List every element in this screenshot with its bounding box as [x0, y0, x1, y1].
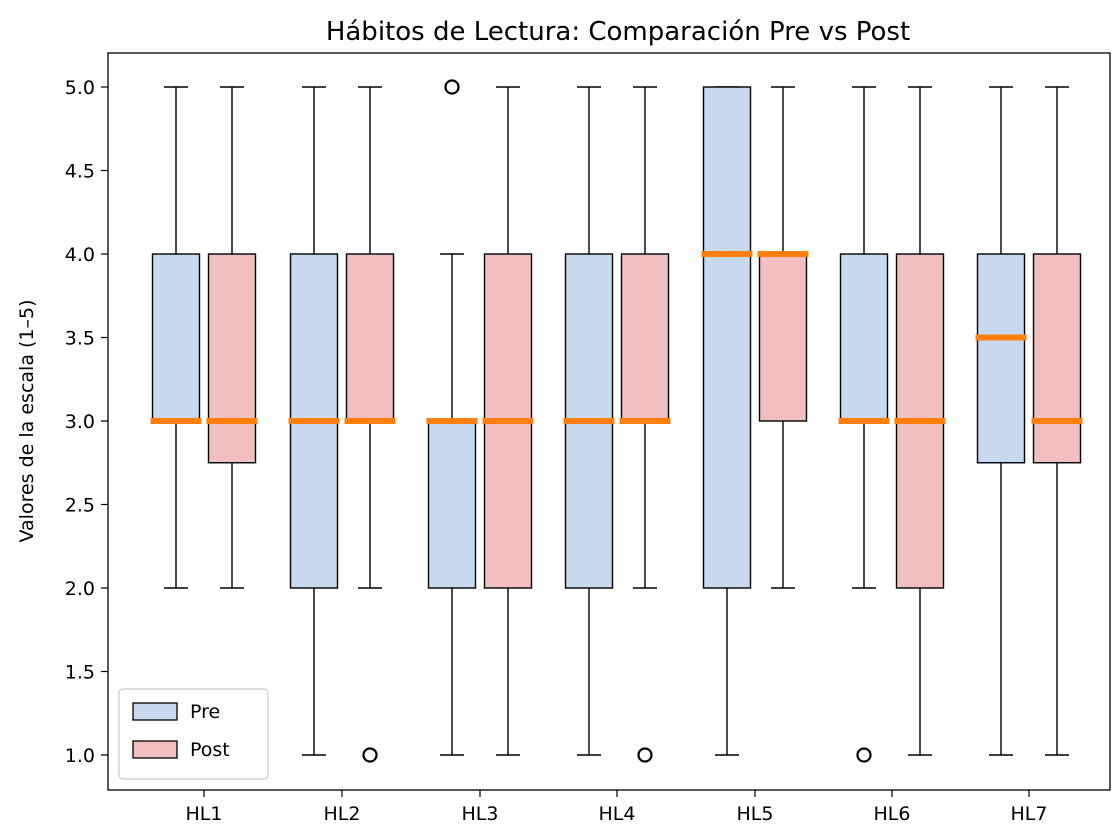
y-tick-label: 3.5: [65, 328, 95, 350]
y-tick-label: 2.5: [65, 495, 95, 517]
legend-swatch-pre: [132, 702, 178, 721]
plot-area: [150, 79, 1083, 763]
y-tick-label: 4.0: [65, 244, 95, 266]
chart-title: Hábitos de Lectura: Comparación Pre vs P…: [326, 17, 910, 47]
y-tick-label: 1.5: [65, 662, 95, 684]
y-tick-label: 2.0: [65, 578, 95, 600]
y-tick-label: 3.0: [65, 411, 95, 433]
y-tick-label: 4.5: [65, 161, 95, 183]
y-tick-label: 1.0: [65, 745, 95, 767]
legend-swatch-post: [132, 740, 178, 759]
hl7-post-box: [1032, 253, 1082, 464]
hl5-pre-box: [702, 86, 752, 589]
hl2-post-box: [345, 253, 395, 422]
x-tick-label: HL5: [737, 803, 774, 825]
hl4-post-outlier-0: [637, 747, 653, 763]
hl1-pre-box: [151, 253, 201, 422]
hl3-pre-box: [427, 420, 477, 589]
x-tick-label: HL4: [599, 803, 636, 825]
hl2-post-outlier-0: [362, 747, 378, 763]
hl4-post-box: [620, 253, 670, 422]
x-tick-label: HL3: [462, 803, 499, 825]
y-tick-label: 5.0: [65, 77, 95, 99]
legend-label-pre: Pre: [190, 701, 220, 723]
hl5-post-box: [758, 253, 808, 422]
x-tick-label: HL6: [874, 803, 911, 825]
hl1-post-box: [207, 253, 257, 464]
legend: Pre Post: [118, 688, 269, 780]
x-tick-label: HL1: [186, 803, 223, 825]
legend-label-post: Post: [190, 739, 230, 761]
hl3-pre-outlier-0: [444, 79, 460, 95]
hl6-pre-outlier-0: [856, 747, 872, 763]
hl7-pre-box: [976, 253, 1026, 464]
axes: 1.0 1.5 2.0 2.5 3.0 3.5 4.0 4.5 5.0 HL1 HL2 HL3 HL4 H…: [65, 77, 1048, 825]
y-axis-label: Valores de la escala (1–5): [16, 300, 38, 543]
x-tick-label: HL2: [324, 803, 361, 825]
hl6-pre-box: [839, 253, 889, 422]
x-tick-label: HL7: [1011, 803, 1048, 825]
